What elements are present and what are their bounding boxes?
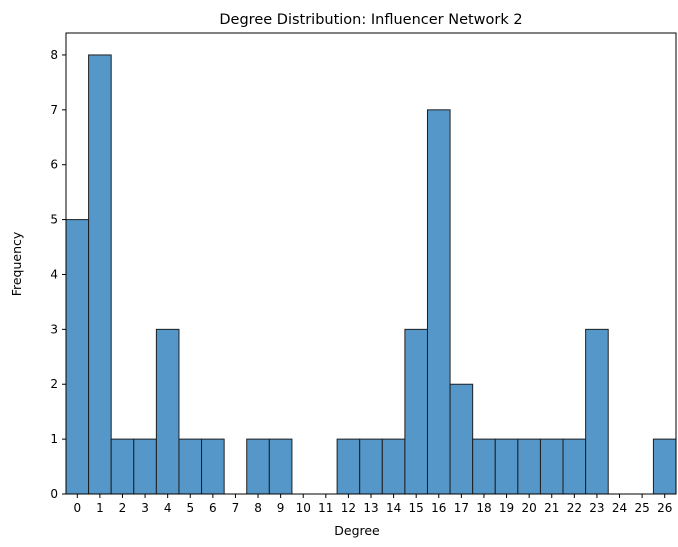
x-tick-label: 5	[186, 501, 194, 515]
x-tick-label: 0	[73, 501, 81, 515]
x-tick-label: 12	[341, 501, 356, 515]
x-tick-label: 25	[634, 501, 649, 515]
x-axis-label: Degree	[334, 523, 380, 538]
y-axis-label: Frequency	[9, 231, 24, 296]
y-tick-label: 6	[50, 158, 58, 172]
y-axis-ticks: 0 1 2 3 4 5 6 7 8	[50, 48, 66, 501]
x-tick-label: 18	[476, 501, 491, 515]
x-tick-label: 17	[454, 501, 469, 515]
y-tick-label: 0	[50, 487, 58, 501]
x-tick-label: 24	[612, 501, 627, 515]
y-tick-label: 2	[50, 377, 58, 391]
bar-degree-0	[65, 219, 90, 495]
x-tick-label: 8	[254, 501, 262, 515]
bar-degree-20	[517, 438, 541, 495]
x-tick-label: 21	[544, 501, 559, 515]
chart-title: Degree Distribution: Influencer Network …	[219, 12, 522, 28]
y-tick-label: 8	[50, 48, 58, 62]
x-tick-label: 26	[657, 501, 672, 515]
bars-group	[65, 54, 677, 495]
x-tick-label: 15	[409, 501, 424, 515]
x-tick-label: 4	[164, 501, 172, 515]
bar-degree-3	[133, 438, 157, 495]
bar-degree-17	[449, 383, 474, 495]
bar-degree-22	[562, 438, 587, 495]
y-tick-label: 4	[50, 267, 58, 281]
x-tick-label: 7	[232, 501, 240, 515]
bar-degree-5	[178, 438, 203, 495]
bar-degree-14	[381, 438, 406, 495]
x-tick-label: 13	[363, 501, 378, 515]
bar-degree-4	[155, 328, 180, 495]
bar-degree-6	[201, 438, 225, 495]
x-tick-label: 16	[431, 501, 446, 515]
x-tick-label: 22	[567, 501, 582, 515]
y-tick-label: 1	[50, 432, 58, 446]
bar-degree-9	[268, 438, 293, 495]
x-tick-label: 1	[96, 501, 104, 515]
x-tick-label: 11	[318, 501, 333, 515]
bar-degree-18	[472, 438, 496, 495]
bar-degree-21	[539, 438, 564, 495]
x-axis-ticks: 0 1 2 3 4 5 6 7 8 9 10 11 12 13 14 15 16 17 18 19 20 21 22 23 24…	[73, 494, 672, 515]
x-tick-label: 6	[209, 501, 217, 515]
bar-degree-8	[246, 438, 270, 495]
x-tick-label: 23	[589, 501, 604, 515]
y-tick-label: 5	[50, 213, 58, 227]
x-tick-label: 14	[386, 501, 401, 515]
x-tick-label: 20	[522, 501, 537, 515]
bar-degree-23	[585, 328, 609, 495]
x-tick-label: 3	[141, 501, 149, 515]
y-tick-label: 3	[50, 322, 58, 336]
bar-degree-19	[494, 438, 519, 495]
bar-degree-1	[88, 54, 112, 495]
x-tick-label: 10	[296, 501, 311, 515]
bar-degree-12	[336, 438, 361, 495]
bar-degree-16	[426, 109, 451, 495]
x-tick-label: 9	[277, 501, 285, 515]
y-tick-label: 7	[50, 103, 58, 117]
bar-degree-15	[404, 328, 428, 495]
x-tick-label: 2	[119, 501, 127, 515]
bar-degree-2	[110, 438, 135, 495]
x-tick-label: 19	[499, 501, 514, 515]
bar-degree-26	[652, 438, 677, 495]
bar-degree-13	[359, 438, 383, 495]
